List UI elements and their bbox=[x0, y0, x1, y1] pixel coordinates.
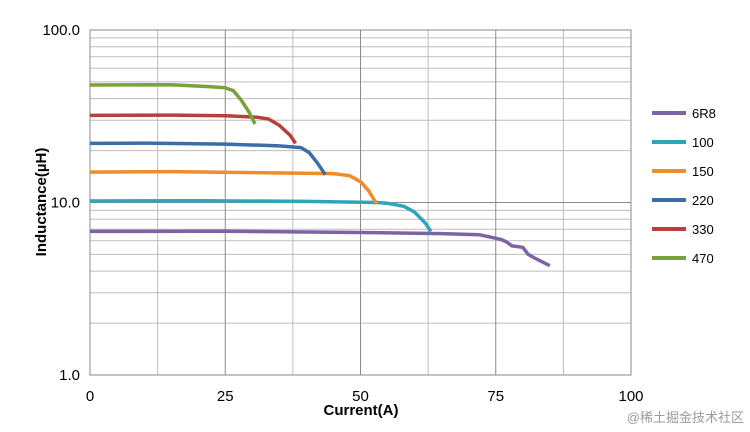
x-tick-label: 75 bbox=[487, 388, 504, 405]
legend-label-470: 470 bbox=[692, 251, 714, 266]
x-axis-tick-labels: 0 25 50 75 100 bbox=[86, 388, 644, 405]
legend-label-150: 150 bbox=[692, 164, 714, 179]
legend-label-100: 100 bbox=[692, 135, 714, 150]
y-axis-tick-labels: 1.0 10.0 100.0 bbox=[42, 22, 80, 384]
x-tick-label: 0 bbox=[86, 388, 94, 405]
y-tick-label: 100.0 bbox=[42, 22, 80, 39]
series-lines bbox=[89, 82, 551, 268]
plot-area-border bbox=[89, 29, 632, 376]
watermark-text: @稀土掘金技术社区 bbox=[627, 410, 744, 425]
y-tick-label: 10.0 bbox=[51, 195, 80, 212]
x-tick-label: 50 bbox=[352, 388, 369, 405]
x-tick-label: 100 bbox=[618, 388, 643, 405]
series-line-6R8 bbox=[89, 229, 551, 268]
legend-label-6R8: 6R8 bbox=[692, 106, 716, 121]
legend-label-330: 330 bbox=[692, 222, 714, 237]
legend-label-220: 220 bbox=[692, 193, 714, 208]
y-axis-title: Inductance(µH) bbox=[33, 148, 50, 257]
x-axis-title: Current(A) bbox=[324, 402, 399, 419]
series-line-150 bbox=[89, 169, 379, 205]
series-line-470 bbox=[89, 82, 257, 125]
series-line-220 bbox=[89, 141, 327, 176]
legend: 6R8 100 150 220 330 470 bbox=[652, 106, 716, 266]
series-line-330 bbox=[89, 113, 298, 145]
y-tick-label: 1.0 bbox=[59, 367, 80, 384]
series-line-100 bbox=[89, 198, 433, 233]
x-tick-label: 25 bbox=[217, 388, 234, 405]
